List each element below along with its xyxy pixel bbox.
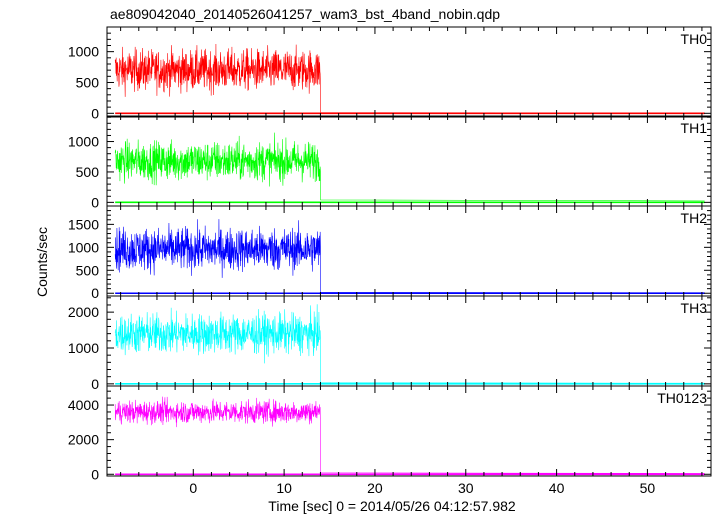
x-tick-label: 10 bbox=[276, 480, 292, 496]
y-tick-label: 1500 bbox=[68, 216, 99, 232]
panel-label: TH0 bbox=[681, 31, 708, 47]
x-axis-title: Time [sec] 0 = 2014/05/26 04:12:57.982 bbox=[268, 498, 516, 514]
panel-label: TH0123 bbox=[657, 390, 707, 406]
y-tick-label: 1000 bbox=[68, 239, 99, 255]
panel-frame bbox=[106, 385, 712, 477]
panel-th0: 0 500 1000 TH0 bbox=[68, 26, 712, 121]
x-tick-label: 0 bbox=[189, 480, 197, 496]
y-tick-label: 4000 bbox=[68, 397, 99, 413]
series-th2 bbox=[114, 219, 705, 293]
series-th0123 bbox=[114, 396, 705, 474]
series-th1 bbox=[114, 132, 705, 202]
y-tick-label: 0 bbox=[91, 376, 99, 392]
panel-label: TH1 bbox=[681, 120, 708, 136]
series-th3 bbox=[114, 304, 705, 384]
panel-label: TH3 bbox=[681, 300, 708, 316]
x-tick-label: 30 bbox=[458, 480, 474, 496]
y-tick-label: 500 bbox=[76, 164, 100, 180]
x-tick-label: 40 bbox=[549, 480, 565, 496]
panel-frame bbox=[106, 26, 712, 118]
panel-th2: 0 500 1000 1500 TH2 bbox=[68, 205, 712, 301]
panel-th1: 0 500 1000 TH1 bbox=[68, 115, 712, 210]
chart-title: ae809042040_20140526041257_wam3_bst_4ban… bbox=[110, 6, 500, 22]
y-tick-label: 500 bbox=[76, 74, 100, 90]
y-tick-label: 2000 bbox=[68, 432, 99, 448]
panel-label: TH2 bbox=[681, 210, 708, 226]
series-th0 bbox=[114, 43, 705, 114]
y-tick-label: 1000 bbox=[68, 134, 99, 150]
y-tick-label: 0 bbox=[91, 285, 99, 301]
y-tick-label: 500 bbox=[76, 262, 100, 278]
y-tick-label: 0 bbox=[91, 466, 99, 482]
y-tick-label: 1000 bbox=[68, 340, 99, 356]
y-tick-label: 0 bbox=[91, 194, 99, 210]
panel-th3: 0 1000 2000 TH3 bbox=[68, 295, 712, 392]
x-tick-label: 50 bbox=[640, 480, 656, 496]
y-tick-label: 0 bbox=[91, 105, 99, 121]
y-tick-label: 2000 bbox=[68, 304, 99, 320]
y-axis-title: Counts/sec bbox=[34, 227, 50, 297]
panel-th0123: 0 2000 4000 TH0123 bbox=[68, 385, 712, 482]
x-tick-label: 20 bbox=[367, 480, 383, 496]
y-tick-label: 1000 bbox=[68, 44, 99, 60]
